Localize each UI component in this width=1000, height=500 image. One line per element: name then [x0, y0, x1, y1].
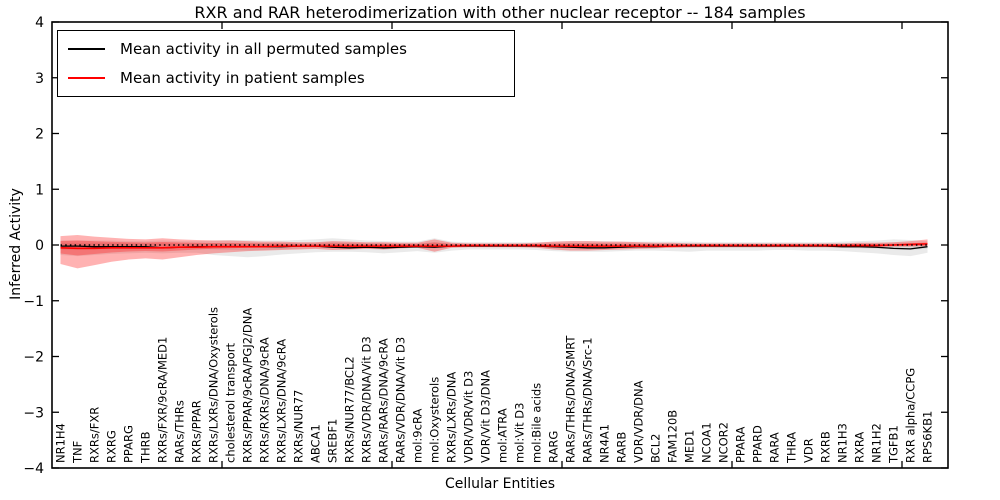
legend-label-permuted: Mean activity in all permuted samples — [120, 40, 407, 59]
x-category-label: NR1H2 — [870, 423, 884, 463]
x-category-label: THRB — [139, 431, 153, 464]
x-category-label: RXRG — [105, 430, 119, 463]
legend-label-patient: Mean activity in patient samples — [120, 68, 365, 87]
x-category-label: cholesterol transport — [224, 343, 238, 463]
x-category-label: FAM120B — [666, 410, 680, 463]
x-category-label: NCOR2 — [717, 422, 731, 463]
y-tick-label: 1 — [35, 182, 44, 198]
x-category-label: mol:9cRA — [411, 409, 425, 463]
legend: Mean activity in all permuted samples Me… — [57, 30, 515, 97]
y-tick-label: −3 — [23, 405, 44, 421]
x-category-label: VDR — [802, 438, 816, 463]
y-tick-label: −1 — [23, 294, 44, 310]
x-category-label: mol:Oxysterols — [428, 377, 442, 463]
x-category-label: RXRs/NUR77 — [292, 390, 306, 463]
patient-band-outer — [60, 234, 928, 269]
x-category-label: NR4A1 — [598, 424, 612, 463]
x-category-label: RARs/THRs/DNA/Src-1 — [581, 337, 595, 463]
y-axis-label: Inferred Activity — [8, 188, 24, 300]
chart-title: RXR and RAR heterodimerization with othe… — [194, 3, 806, 22]
x-category-label: NR1H3 — [836, 423, 850, 463]
x-category-label: MED1 — [683, 430, 697, 463]
x-category-label: RARB — [615, 432, 629, 463]
x-category-label: ABCA1 — [309, 424, 323, 463]
x-category-label: RARs/THRs/DNA/SMRT — [564, 335, 578, 463]
x-category-label: RXRA — [853, 432, 867, 463]
permuted-line-swatch — [68, 48, 105, 51]
x-category-label: RXRs/LXRs/DNA — [445, 372, 459, 463]
x-category-label: RXRs/RXRs/DNA/9cRA — [258, 337, 272, 463]
x-category-label: RXRs/LXRs/DNA/9cRA — [275, 339, 289, 463]
x-category-label: mol:ATRA — [496, 408, 510, 463]
x-category-label: RXRs/PPAR — [190, 400, 204, 463]
x-category-label: RARs/THRs — [173, 400, 187, 463]
y-tick-label: 2 — [35, 127, 44, 143]
x-category-label: SREBF1 — [326, 419, 340, 463]
x-category-label: NCOA1 — [700, 422, 714, 463]
x-category-label: RARs/RARs/DNA/9cRA — [377, 338, 391, 463]
x-category-label: RARA — [768, 432, 782, 463]
y-tick-label: 4 — [35, 15, 44, 31]
x-axis-label: Cellular Entities — [444, 476, 556, 492]
x-category-label: RXRs/FXR/9cRA/MED1 — [156, 337, 170, 463]
x-category-label: RXRs/NUR77/BCL2 — [343, 356, 357, 463]
x-category-label: RXR alpha/CCPG — [904, 368, 918, 463]
x-category-label: RXRs/PPAR/9cRA/PGJ2/DNA — [241, 308, 255, 463]
x-category-label: VDR/VDR/DNA — [632, 380, 646, 463]
patient-line-swatch — [68, 76, 105, 79]
x-category-label: VDR/Vit D3/DNA — [479, 370, 493, 463]
x-category-label: PPARD — [751, 425, 765, 463]
x-category-label: PPARA — [734, 426, 748, 463]
x-category-label: PPARG — [122, 425, 136, 463]
x-category-label: RPS6KB1 — [921, 411, 935, 463]
x-category-label: mol:Vit D3 — [513, 403, 527, 463]
x-category-label: RXRs/LXRs/DNA/Oxysterols — [207, 307, 221, 463]
legend-item-permuted: Mean activity in all permuted samples — [68, 40, 504, 58]
x-category-label: RARG — [547, 431, 561, 463]
permuted-band-outer — [60, 238, 928, 258]
x-category-label: RXRs/FXR — [88, 407, 102, 463]
y-tick-label: −4 — [23, 461, 44, 477]
x-category-label: TNF — [71, 441, 85, 464]
x-category-label: NR1H4 — [54, 423, 68, 463]
x-category-label: RARs/VDR/DNA/Vit D3 — [394, 337, 408, 463]
x-category-label: RXRs/VDR/DNA/Vit D3 — [360, 336, 374, 463]
x-category-label: THRA — [785, 432, 799, 464]
y-tick-label: 3 — [35, 71, 44, 87]
x-category-label: mol:Bile acids — [530, 383, 544, 463]
legend-item-patient: Mean activity in patient samples — [68, 69, 504, 87]
x-category-label: RXRB — [819, 431, 833, 463]
y-tick-label: −2 — [23, 350, 44, 366]
x-category-label: TGFB1 — [887, 425, 901, 464]
x-category-label: VDR/VDR/Vit D3 — [462, 371, 476, 463]
x-category-label: BCL2 — [649, 434, 663, 463]
y-tick-label: 0 — [35, 238, 44, 254]
